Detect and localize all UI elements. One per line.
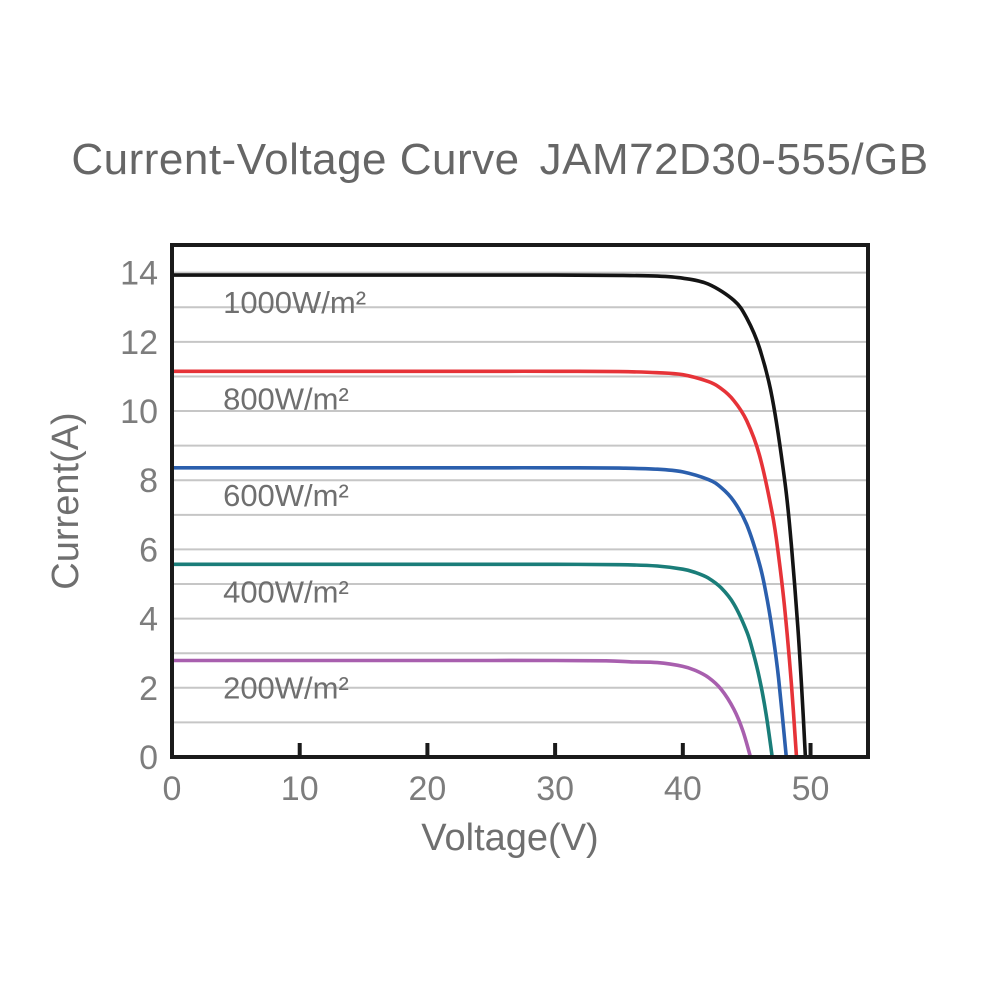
- chart-title-model: JAM72D30-555/GB: [539, 135, 929, 184]
- curve-600Wm: [170, 465, 789, 759]
- curve-200Wm: [170, 658, 753, 759]
- y-tick-label-4: 4: [139, 601, 158, 639]
- y-tick-label-8: 8: [139, 462, 158, 500]
- y-tick-label-12: 12: [120, 324, 158, 362]
- x-tick-label-10: 10: [281, 770, 319, 808]
- chart-title-main: Current-Voltage Curve: [71, 135, 520, 184]
- curve-label-200Wm: 200W/m²: [223, 670, 349, 705]
- x-tick-label-0: 0: [163, 770, 182, 808]
- curve-labels: 1000W/m² 800W/m² 600W/m² 400W/m² 200W/m²: [223, 285, 366, 705]
- curve-label-1000Wm: 1000W/m²: [223, 285, 366, 320]
- curve-1000Wm: [170, 273, 808, 759]
- y-tick-label-6: 6: [139, 531, 158, 569]
- chart-title: Current-Voltage Curve JAM72D30-555/GB: [0, 134, 1000, 186]
- plot-border: [170, 243, 870, 759]
- y-tick-label-2: 2: [139, 670, 158, 708]
- curve-800Wm: [170, 369, 799, 759]
- x-tick-label-20: 20: [408, 770, 446, 808]
- y-tick-label-10: 10: [120, 393, 158, 431]
- y-tick-label-14: 14: [120, 255, 158, 293]
- y-tick-labels: 0 2 4 6 8 10 12 14: [120, 255, 158, 777]
- x-tick-label-40: 40: [664, 770, 702, 808]
- y-tick-label-0: 0: [139, 739, 158, 777]
- x-tick-labels: 0 10 20 30 40 50: [163, 770, 830, 808]
- x-axis-ticks: [297, 743, 813, 757]
- curve-label-600Wm: 600W/m²: [223, 478, 349, 513]
- y-axis-title: Current(A): [45, 412, 87, 589]
- curve-400Wm: [170, 562, 774, 759]
- curve-label-800Wm: 800W/m²: [223, 381, 349, 416]
- x-axis-title: Voltage(V): [421, 817, 598, 859]
- curve-label-400Wm: 400W/m²: [223, 574, 349, 609]
- curves: [170, 273, 808, 759]
- x-tick-label-30: 30: [536, 770, 574, 808]
- gridlines: [172, 271, 868, 724]
- x-tick-label-50: 50: [792, 770, 830, 808]
